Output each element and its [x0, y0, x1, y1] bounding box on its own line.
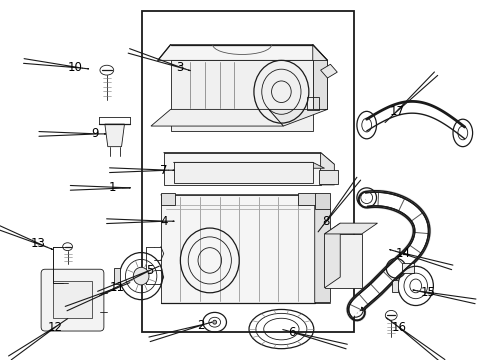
Polygon shape: [104, 124, 124, 147]
Text: 17: 17: [384, 72, 437, 123]
Polygon shape: [348, 192, 427, 317]
Text: 1: 1: [70, 181, 130, 194]
Bar: [314, 193, 330, 210]
Polygon shape: [320, 153, 334, 185]
Text: 4: 4: [106, 215, 174, 228]
Polygon shape: [158, 45, 327, 60]
Text: 7: 7: [109, 164, 174, 177]
Polygon shape: [113, 268, 120, 284]
Bar: [298, 193, 315, 204]
Polygon shape: [163, 153, 320, 185]
Polygon shape: [173, 162, 312, 183]
Polygon shape: [324, 223, 340, 288]
Polygon shape: [170, 60, 312, 131]
Bar: [142, 11, 353, 332]
Polygon shape: [151, 109, 283, 126]
Polygon shape: [314, 195, 330, 303]
Bar: [401, 264, 413, 273]
Ellipse shape: [133, 267, 149, 285]
Ellipse shape: [212, 320, 216, 324]
Bar: [318, 170, 338, 184]
Polygon shape: [320, 64, 337, 78]
Bar: [161, 193, 175, 204]
Polygon shape: [173, 162, 324, 168]
Text: 13: 13: [0, 223, 53, 250]
Text: 8: 8: [317, 177, 360, 232]
Polygon shape: [312, 60, 327, 109]
FancyBboxPatch shape: [41, 269, 103, 331]
Text: 16: 16: [386, 318, 444, 360]
Bar: [306, 96, 318, 111]
Polygon shape: [324, 234, 361, 288]
Text: 12: 12: [9, 319, 68, 360]
Text: 10: 10: [23, 59, 89, 74]
Polygon shape: [391, 280, 397, 292]
Text: 11: 11: [65, 282, 130, 311]
Polygon shape: [268, 109, 327, 126]
Bar: [53, 281, 92, 318]
Polygon shape: [324, 223, 377, 234]
Polygon shape: [163, 153, 334, 164]
Text: 2: 2: [149, 319, 212, 342]
Text: 6: 6: [282, 325, 346, 349]
Text: 14: 14: [388, 247, 452, 270]
Polygon shape: [161, 195, 330, 210]
Text: 3: 3: [128, 49, 190, 74]
Text: 9: 9: [39, 127, 105, 140]
Text: 15: 15: [412, 286, 475, 304]
Text: 5: 5: [98, 264, 160, 296]
Polygon shape: [312, 45, 327, 109]
Polygon shape: [161, 195, 314, 303]
